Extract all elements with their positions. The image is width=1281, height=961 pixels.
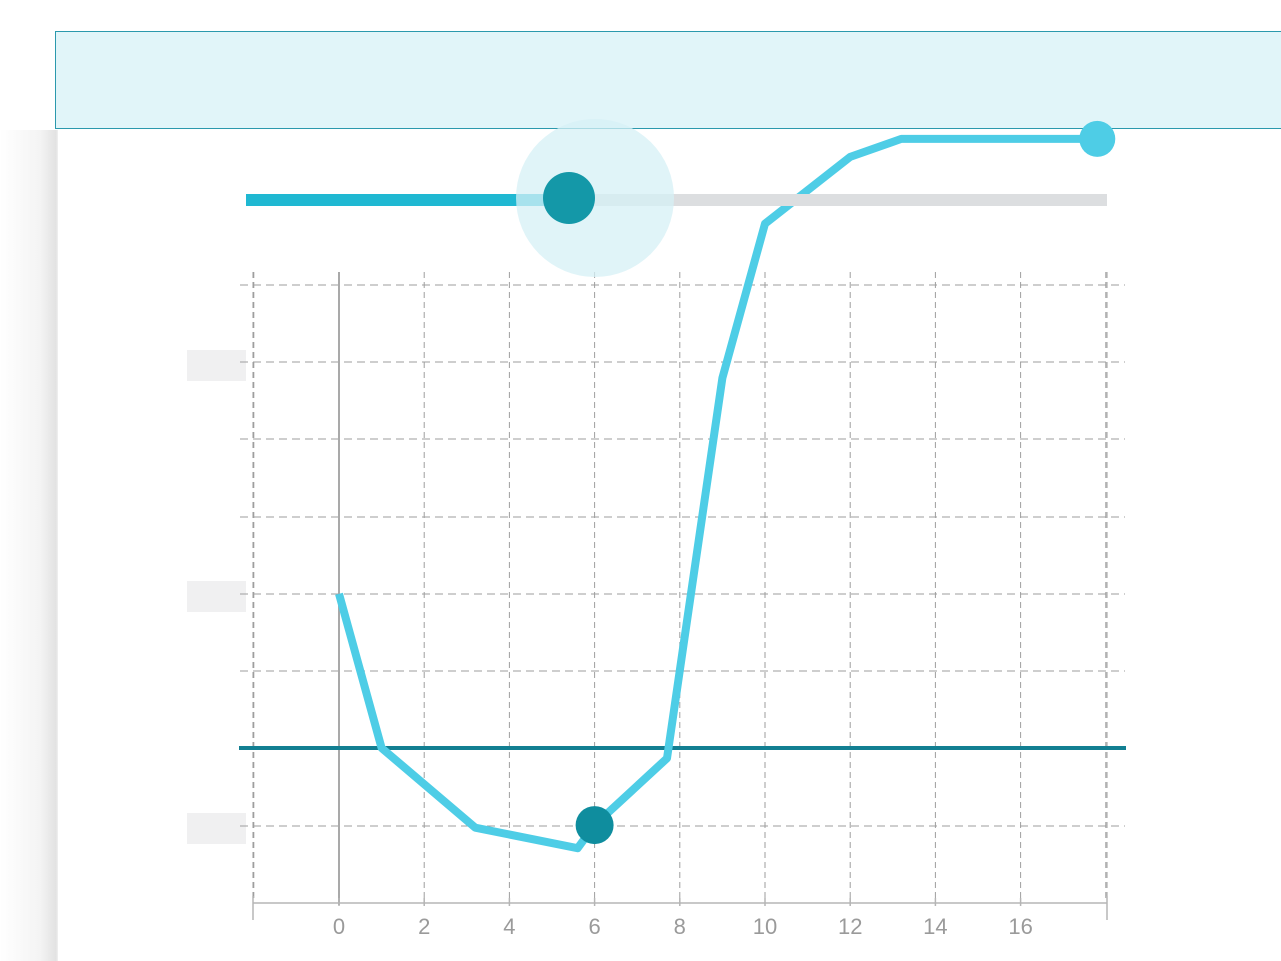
series-endpoint[interactable] — [1079, 120, 1116, 157]
x-tick-label: 4 — [503, 914, 515, 939]
x-tick-label: 8 — [674, 914, 686, 939]
content-card — [58, 130, 1281, 961]
data-series-line — [335, 134, 1098, 853]
x-tick-label: 12 — [838, 914, 862, 939]
x-tick-label: 0 — [333, 914, 345, 939]
x-tick-label: 14 — [923, 914, 947, 939]
x-tick-label: 6 — [588, 914, 600, 939]
x-tick-label: 10 — [753, 914, 777, 939]
marker-point[interactable] — [575, 806, 614, 845]
card-shadow — [0, 130, 60, 961]
x-tick-labels: 0 2 4 6 8 10 12 14 16 — [333, 898, 1033, 939]
range-slider[interactable] — [246, 119, 1107, 277]
y-label-placeholder-middle — [187, 581, 246, 612]
chart-grid — [240, 272, 1125, 902]
slider-thumb[interactable] — [543, 172, 595, 224]
y-label-placeholder-top — [187, 350, 246, 381]
x-tick-label: 2 — [418, 914, 430, 939]
y-label-placeholder-bottom — [187, 813, 246, 844]
header-bar — [55, 31, 1281, 129]
x-tick-label: 16 — [1008, 914, 1032, 939]
